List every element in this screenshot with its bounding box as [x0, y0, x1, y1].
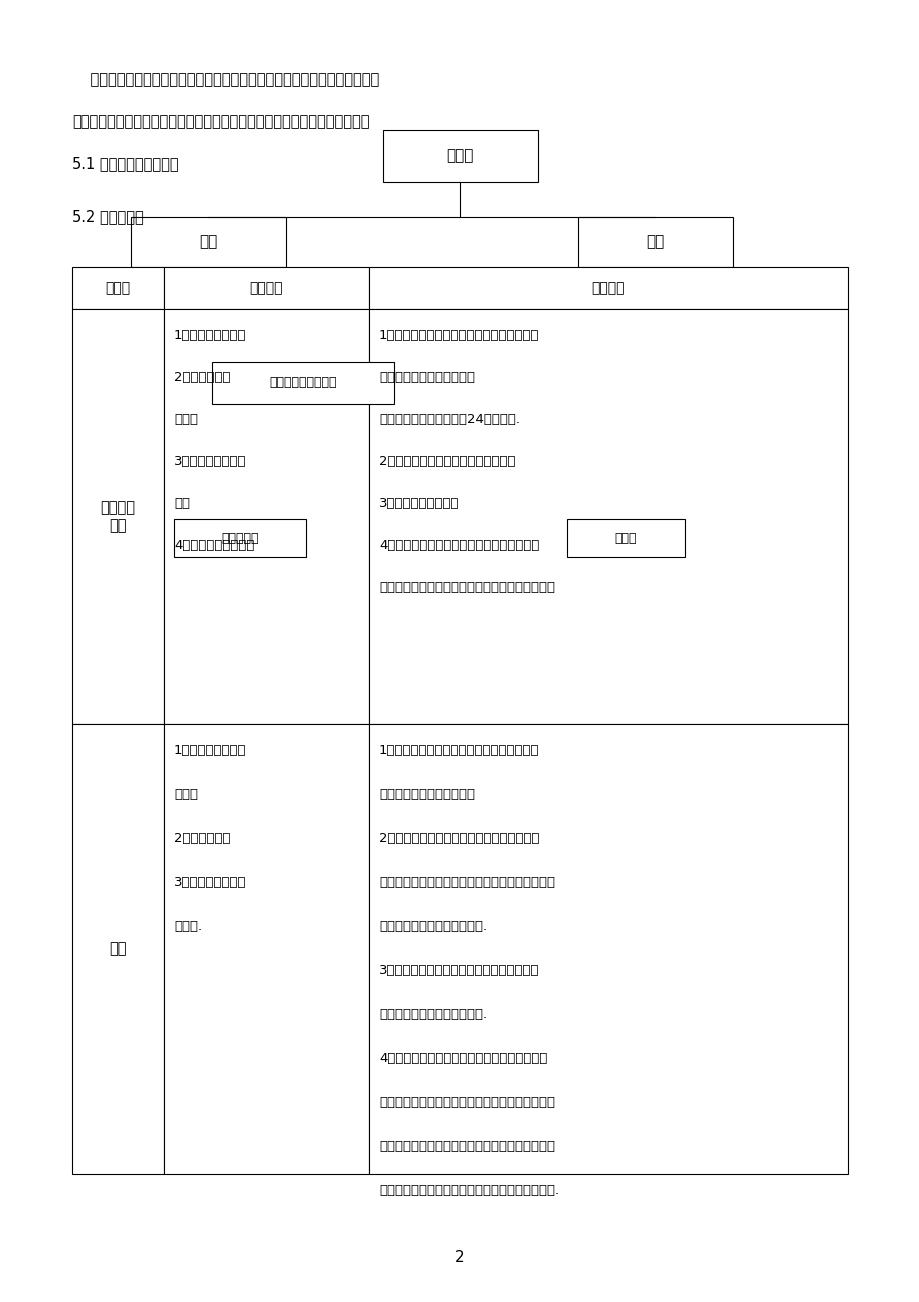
Text: 应对措施: 应对措施 [591, 281, 625, 296]
Bar [369, 267, 847, 309]
Text: 措施：配备相应的防大风物: 措施：配备相应的防大风物 [379, 371, 474, 384]
Text: 风险源: 风险源 [106, 281, 130, 296]
Text: 1、加强与地方气象部门的联系，收集相关气: 1、加强与地方气象部门的联系，收集相关气 [379, 329, 539, 342]
Text: 1、雨水、洪水四处: 1、雨水、洪水四处 [174, 743, 246, 756]
Text: 项目部: 项目部 [446, 148, 473, 164]
Text: 风险表现: 风险表现 [249, 281, 283, 296]
Bar [72, 309, 164, 724]
Bar [130, 217, 285, 267]
Text: 备受灾.: 备受灾. [174, 921, 202, 934]
Text: 抵洪抢险队: 抵洪抢险队 [221, 531, 258, 544]
Text: 的工作是：施工现场、排水沟、机械设备、临时住房和施工用电的安全防护。: 的工作是：施工现场、排水沟、机械设备、临时住房和施工用电的安全防护。 [72, 115, 369, 129]
Text: 2、边坡易坠物: 2、边坡易坠物 [174, 371, 231, 384]
Bar [369, 309, 847, 724]
Text: 施，配备防汛物资和设备。: 施，配备防汛物资和设备。 [379, 788, 474, 801]
Text: 3、电线、电线柱被: 3、电线、电线柱被 [174, 454, 246, 467]
Text: 盖防水工作。工作场地、运输道路加强排水与维护.: 盖防水工作。工作场地、运输道路加强排水与维护. [379, 1184, 559, 1197]
Bar [174, 519, 306, 557]
Text: 施工作业面的排水和降水措施，出入口、道路周边: 施工作业面的排水和降水措施，出入口、道路周边 [379, 876, 554, 889]
Bar [577, 217, 732, 267]
Bar [164, 309, 369, 724]
Text: 2: 2 [455, 1250, 464, 1264]
Text: 3、人员、物资、设: 3、人员、物资、设 [174, 876, 246, 889]
Text: 2、施工场地内的排水沟派专人疏通，加强对: 2、施工场地内的排水沟派专人疏通，加强对 [379, 832, 539, 845]
Text: 总工: 总工 [199, 234, 217, 250]
Text: 乱流；: 乱流； [174, 788, 198, 801]
Text: 2、突然停电；: 2、突然停电； [174, 832, 231, 845]
Text: 5.1 防风防汛管理体系：: 5.1 防风防汛管理体系： [72, 156, 178, 171]
Text: 3、配备一定的自发电能力，以确保汛期突然: 3、配备一定的自发电能力，以确保汛期突然 [379, 963, 539, 976]
Text: 设备及时转移至安全地带，确保其不受洪灾侵袭。: 设备及时转移至安全地带，确保其不受洪灾侵袭。 [379, 1096, 554, 1109]
Text: 伤人；: 伤人； [174, 413, 198, 426]
Bar [72, 724, 164, 1174]
Bar [566, 519, 685, 557]
Bar [211, 362, 393, 404]
Bar [164, 267, 369, 309]
Text: 工程、安质、物资部: 工程、安质、物资部 [269, 376, 336, 389]
Text: 1、加强与地方气象部门的联系，制定防汛措: 1、加强与地方气象部门的联系，制定防汛措 [379, 743, 539, 756]
Text: 3、对边坡易坠加固。: 3、对边坡易坠加固。 [379, 497, 459, 510]
Bar [382, 130, 537, 182]
Text: 5.2 预防措施：: 5.2 预防措施： [72, 210, 143, 224]
Text: 大、强、
暴风: 大、强、 暴风 [100, 500, 135, 533]
Text: 2、对临时房屋和防护设施进行加固。: 2、对临时房屋和防护设施进行加固。 [379, 454, 515, 467]
Text: 4、对所有的临时用电线路进行加固，自备发: 4、对所有的临时用电线路进行加固，自备发 [379, 539, 539, 552]
Text: 1、临时房屋倒塌；: 1、临时房屋倒塌； [174, 329, 246, 342]
Text: 电机进行自发电以满足停电后的排水和照明所用。: 电机进行自发电以满足停电后的排水和照明所用。 [379, 581, 554, 594]
Bar [164, 724, 369, 1174]
Text: 吹；: 吹； [174, 497, 190, 510]
Text: 变配电设备等布置在洪水影响最小的部位，做好遮: 变配电设备等布置在洪水影响最小的部位，做好遮 [379, 1141, 554, 1154]
Bar [72, 267, 164, 309]
Text: 书记: 书记 [645, 234, 664, 250]
Bar [369, 724, 847, 1174]
Text: 设置排水沟，加高围蔽等措施.: 设置排水沟，加高围蔽等措施. [379, 921, 486, 934]
Text: 4、汛情出现前，对可能受洪灾的人员、物资、: 4、汛情出现前，对可能受洪灾的人员、物资、 [379, 1052, 547, 1065]
Text: 各工区: 各工区 [614, 531, 637, 544]
Text: 根据本工程所处的地理位置特点，在大风、强风和洪水来临之前，主要做好: 根据本工程所处的地理位置特点，在大风、强风和洪水来临之前，主要做好 [72, 72, 379, 87]
Text: 洪汛: 洪汛 [109, 941, 127, 957]
Text: 停电情况下的排水和照明需要.: 停电情况下的排水和照明需要. [379, 1008, 486, 1021]
Text: 4、防护设施被吹倒。: 4、防护设施被吹倒。 [174, 539, 254, 552]
Text: 员，大风来临前，派专人24小时值班.: 员，大风来临前，派专人24小时值班. [379, 413, 519, 426]
